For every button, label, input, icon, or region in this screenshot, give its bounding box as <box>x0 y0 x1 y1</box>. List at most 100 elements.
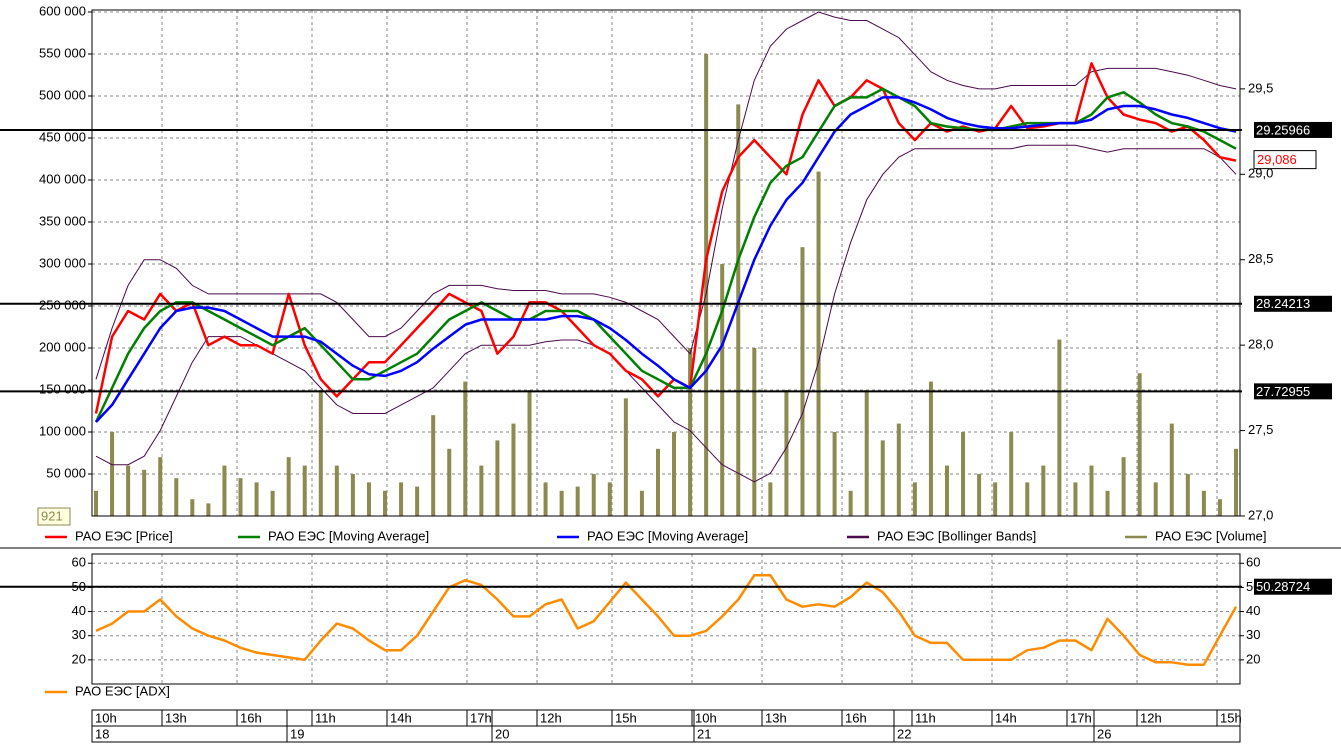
y2-tick-label: 40 <box>1246 603 1260 618</box>
volume-bar <box>1105 490 1110 516</box>
hour-label: 17h <box>1070 710 1092 725</box>
volume-bar <box>607 482 612 516</box>
legend-label: РАО ЕЭС [Moving Average] <box>268 528 429 543</box>
hour-label: 16h <box>845 710 867 725</box>
day-label: 21 <box>697 726 711 741</box>
y2-tick-label: 27,5 <box>1248 422 1273 437</box>
volume-bar <box>142 469 147 516</box>
y2-tick-label: 60 <box>1246 555 1260 570</box>
hour-label: 13h <box>165 710 187 725</box>
reference-label-box <box>1254 578 1332 595</box>
volume-bar <box>463 381 468 516</box>
y-tick-label: 500 000 <box>39 87 86 102</box>
plot-frame <box>91 9 1241 517</box>
reference-label: 29.25966 <box>1256 122 1310 137</box>
day-label: 26 <box>1097 726 1111 741</box>
last-volume-label: 921 <box>41 508 63 523</box>
volume-bar <box>479 465 484 516</box>
day-label: 18 <box>95 726 109 741</box>
series-line <box>95 96 1237 423</box>
volume-bar <box>800 247 805 516</box>
volume-bar <box>1153 482 1158 516</box>
volume-bar <box>1073 482 1078 516</box>
volume-bar <box>752 348 757 516</box>
volume-bar <box>864 390 869 516</box>
plot-frame <box>91 553 1241 685</box>
volume-bar <box>944 465 949 516</box>
volume-bar <box>383 490 388 516</box>
volume-bar <box>591 474 596 516</box>
legend-label: РАО ЕЭС [Volume] <box>1155 528 1267 543</box>
y-tick-label: 400 000 <box>39 171 86 186</box>
hour-label: 14h <box>390 710 412 725</box>
volume-bar <box>848 490 853 516</box>
reference-label-box <box>1254 383 1332 400</box>
volume-bar <box>1217 499 1222 516</box>
volume-bar <box>623 398 628 516</box>
volume-bar <box>1137 373 1142 516</box>
volume-bar <box>720 264 725 516</box>
y-tick-label: 200 000 <box>39 339 86 354</box>
y-tick-label: 30 <box>72 627 86 642</box>
y-tick-label: 300 000 <box>39 255 86 270</box>
volume-bar <box>543 482 548 516</box>
volume-bar <box>912 482 917 516</box>
volume-bar <box>286 457 291 516</box>
volume-bar <box>447 448 452 516</box>
volume-bar <box>1057 339 1062 516</box>
volume-bar <box>559 490 564 516</box>
volume-bar <box>415 486 420 516</box>
legend-label: РАО ЕЭС [Price] <box>75 528 173 543</box>
y2-tick-label: 29,0 <box>1248 166 1273 181</box>
last-volume-box <box>37 507 71 526</box>
volume-bar <box>254 482 259 516</box>
day-label: 20 <box>495 726 509 741</box>
volume-bar <box>639 490 644 516</box>
volume-bar <box>832 432 837 516</box>
y-tick-label: 550 000 <box>39 45 86 60</box>
volume-bar <box>880 440 885 516</box>
last-price-label: 29,086 <box>1257 152 1297 167</box>
volume-bar <box>1234 448 1238 516</box>
hour-label: 11h <box>315 710 336 725</box>
volume-bar <box>318 390 323 516</box>
volume-bar <box>575 486 580 516</box>
volume-bar <box>238 478 243 516</box>
volume-bar <box>1025 482 1030 516</box>
volume-bar <box>1009 432 1014 516</box>
legend-label: РАО ЕЭС [Moving Average] <box>587 528 748 543</box>
volume-bar <box>1185 474 1190 516</box>
y2-tick-label: 28,5 <box>1248 251 1273 266</box>
y-tick-label: 350 000 <box>39 213 86 228</box>
volume-bar <box>495 440 500 516</box>
volume-bar <box>350 474 355 516</box>
volume-bar <box>1201 490 1206 516</box>
y2-tick-label: 28,0 <box>1248 337 1273 352</box>
volume-bar <box>206 503 211 516</box>
hour-label: 15h <box>1220 710 1242 725</box>
volume-bar <box>993 482 998 516</box>
volume-bar <box>302 465 307 516</box>
y2-tick-label: 27,0 <box>1248 507 1273 522</box>
legend-label: РАО ЕЭС [ADX] <box>75 683 170 698</box>
hour-label: 14h <box>995 710 1017 725</box>
volume-bar <box>270 490 275 516</box>
hour-label: 10h <box>95 710 117 725</box>
volume-bar <box>158 457 163 516</box>
hour-label: 10h <box>695 710 717 725</box>
legend-label: РАО ЕЭС [Bollinger Bands] <box>877 528 1036 543</box>
volume-bar <box>1169 423 1174 516</box>
hour-label: 12h <box>1140 710 1162 725</box>
volume-bar <box>190 499 195 516</box>
y-tick-label: 20 <box>72 651 86 666</box>
volume-bar <box>672 432 677 516</box>
volume-bar <box>334 465 339 516</box>
y-tick-label: 600 000 <box>39 3 86 18</box>
volume-bar <box>174 478 179 516</box>
volume-bar <box>431 415 436 516</box>
hour-label: 12h <box>540 710 562 725</box>
volume-bar <box>1041 465 1046 516</box>
volume-bar <box>816 171 821 516</box>
